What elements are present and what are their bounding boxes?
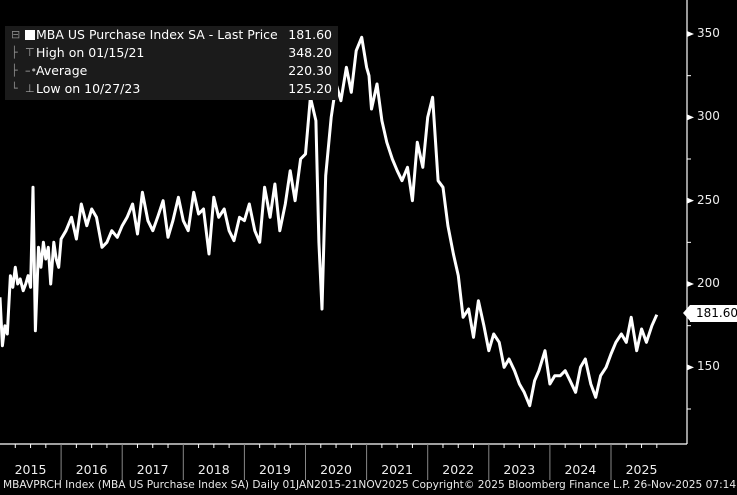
x-tick-label: 2022 — [442, 462, 475, 477]
legend-row-average: ├ –• Average 220.30 — [5, 62, 338, 80]
legend-row-low: └ ⊥ Low on 10/27/23 125.20 — [5, 80, 338, 98]
x-tick-label: 2017 — [136, 462, 169, 477]
legend-average-value: 220.30 — [288, 63, 332, 78]
y-major-tick — [687, 281, 694, 288]
x-tick-label: 2021 — [381, 462, 413, 477]
legend-title-row: ⊟ MBA US Purchase Index SA - Last Price … — [5, 26, 338, 44]
last-price-tag: 181.60 — [683, 305, 737, 322]
x-tick-label: 2024 — [564, 462, 597, 477]
low-marker-icon: ⊥ — [25, 82, 35, 95]
legend-box: ⊟ MBA US Purchase Index SA - Last Price … — [5, 26, 338, 100]
y-tick-label: 350 — [697, 26, 720, 40]
y-tick-label: 250 — [697, 192, 720, 207]
legend-high-value: 348.20 — [288, 45, 332, 60]
series-line — [0, 35, 659, 408]
legend-high-label: High on 01/15/21 — [36, 45, 145, 60]
x-tick-label: 2019 — [258, 462, 291, 477]
y-tick-label: 150 — [697, 359, 720, 374]
x-tick-label: 2020 — [320, 462, 352, 477]
x-tick-label: 2023 — [503, 462, 536, 477]
legend-last-value: 181.60 — [288, 27, 332, 42]
x-tick-label: 2016 — [75, 462, 108, 477]
axes — [0, 0, 694, 480]
y-tick-label: 300 — [697, 109, 720, 124]
legend-title: MBA US Purchase Index SA - Last Price — [36, 27, 278, 42]
tree-branch-icon: ├ — [11, 46, 18, 59]
collapse-tree-icon[interactable]: ⊟ — [11, 28, 21, 41]
x-tick-label: 2025 — [625, 462, 658, 477]
legend-row-high: ├ ⊤ High on 01/15/21 348.20 — [5, 44, 338, 62]
x-tick-label: 2018 — [197, 462, 230, 477]
tree-end-icon: └ — [11, 82, 18, 95]
x-tick-label: 2015 — [14, 462, 47, 477]
high-marker-icon: ⊤ — [25, 46, 35, 59]
legend-low-value: 125.20 — [288, 81, 332, 96]
y-major-tick — [687, 31, 694, 37]
y-major-tick — [687, 114, 694, 121]
y-major-tick — [687, 197, 694, 204]
chart-footer: MBAVPRCH Index (MBA US Purchase Index SA… — [3, 479, 737, 491]
y-tick-label: 200 — [697, 276, 720, 290]
average-marker-icon: –• — [25, 64, 37, 77]
legend-average-label: Average — [36, 63, 88, 78]
legend-low-label: Low on 10/27/23 — [36, 81, 141, 96]
y-major-tick — [687, 364, 694, 371]
series-color-swatch — [25, 30, 35, 40]
tree-branch-icon: ├ — [11, 64, 18, 77]
